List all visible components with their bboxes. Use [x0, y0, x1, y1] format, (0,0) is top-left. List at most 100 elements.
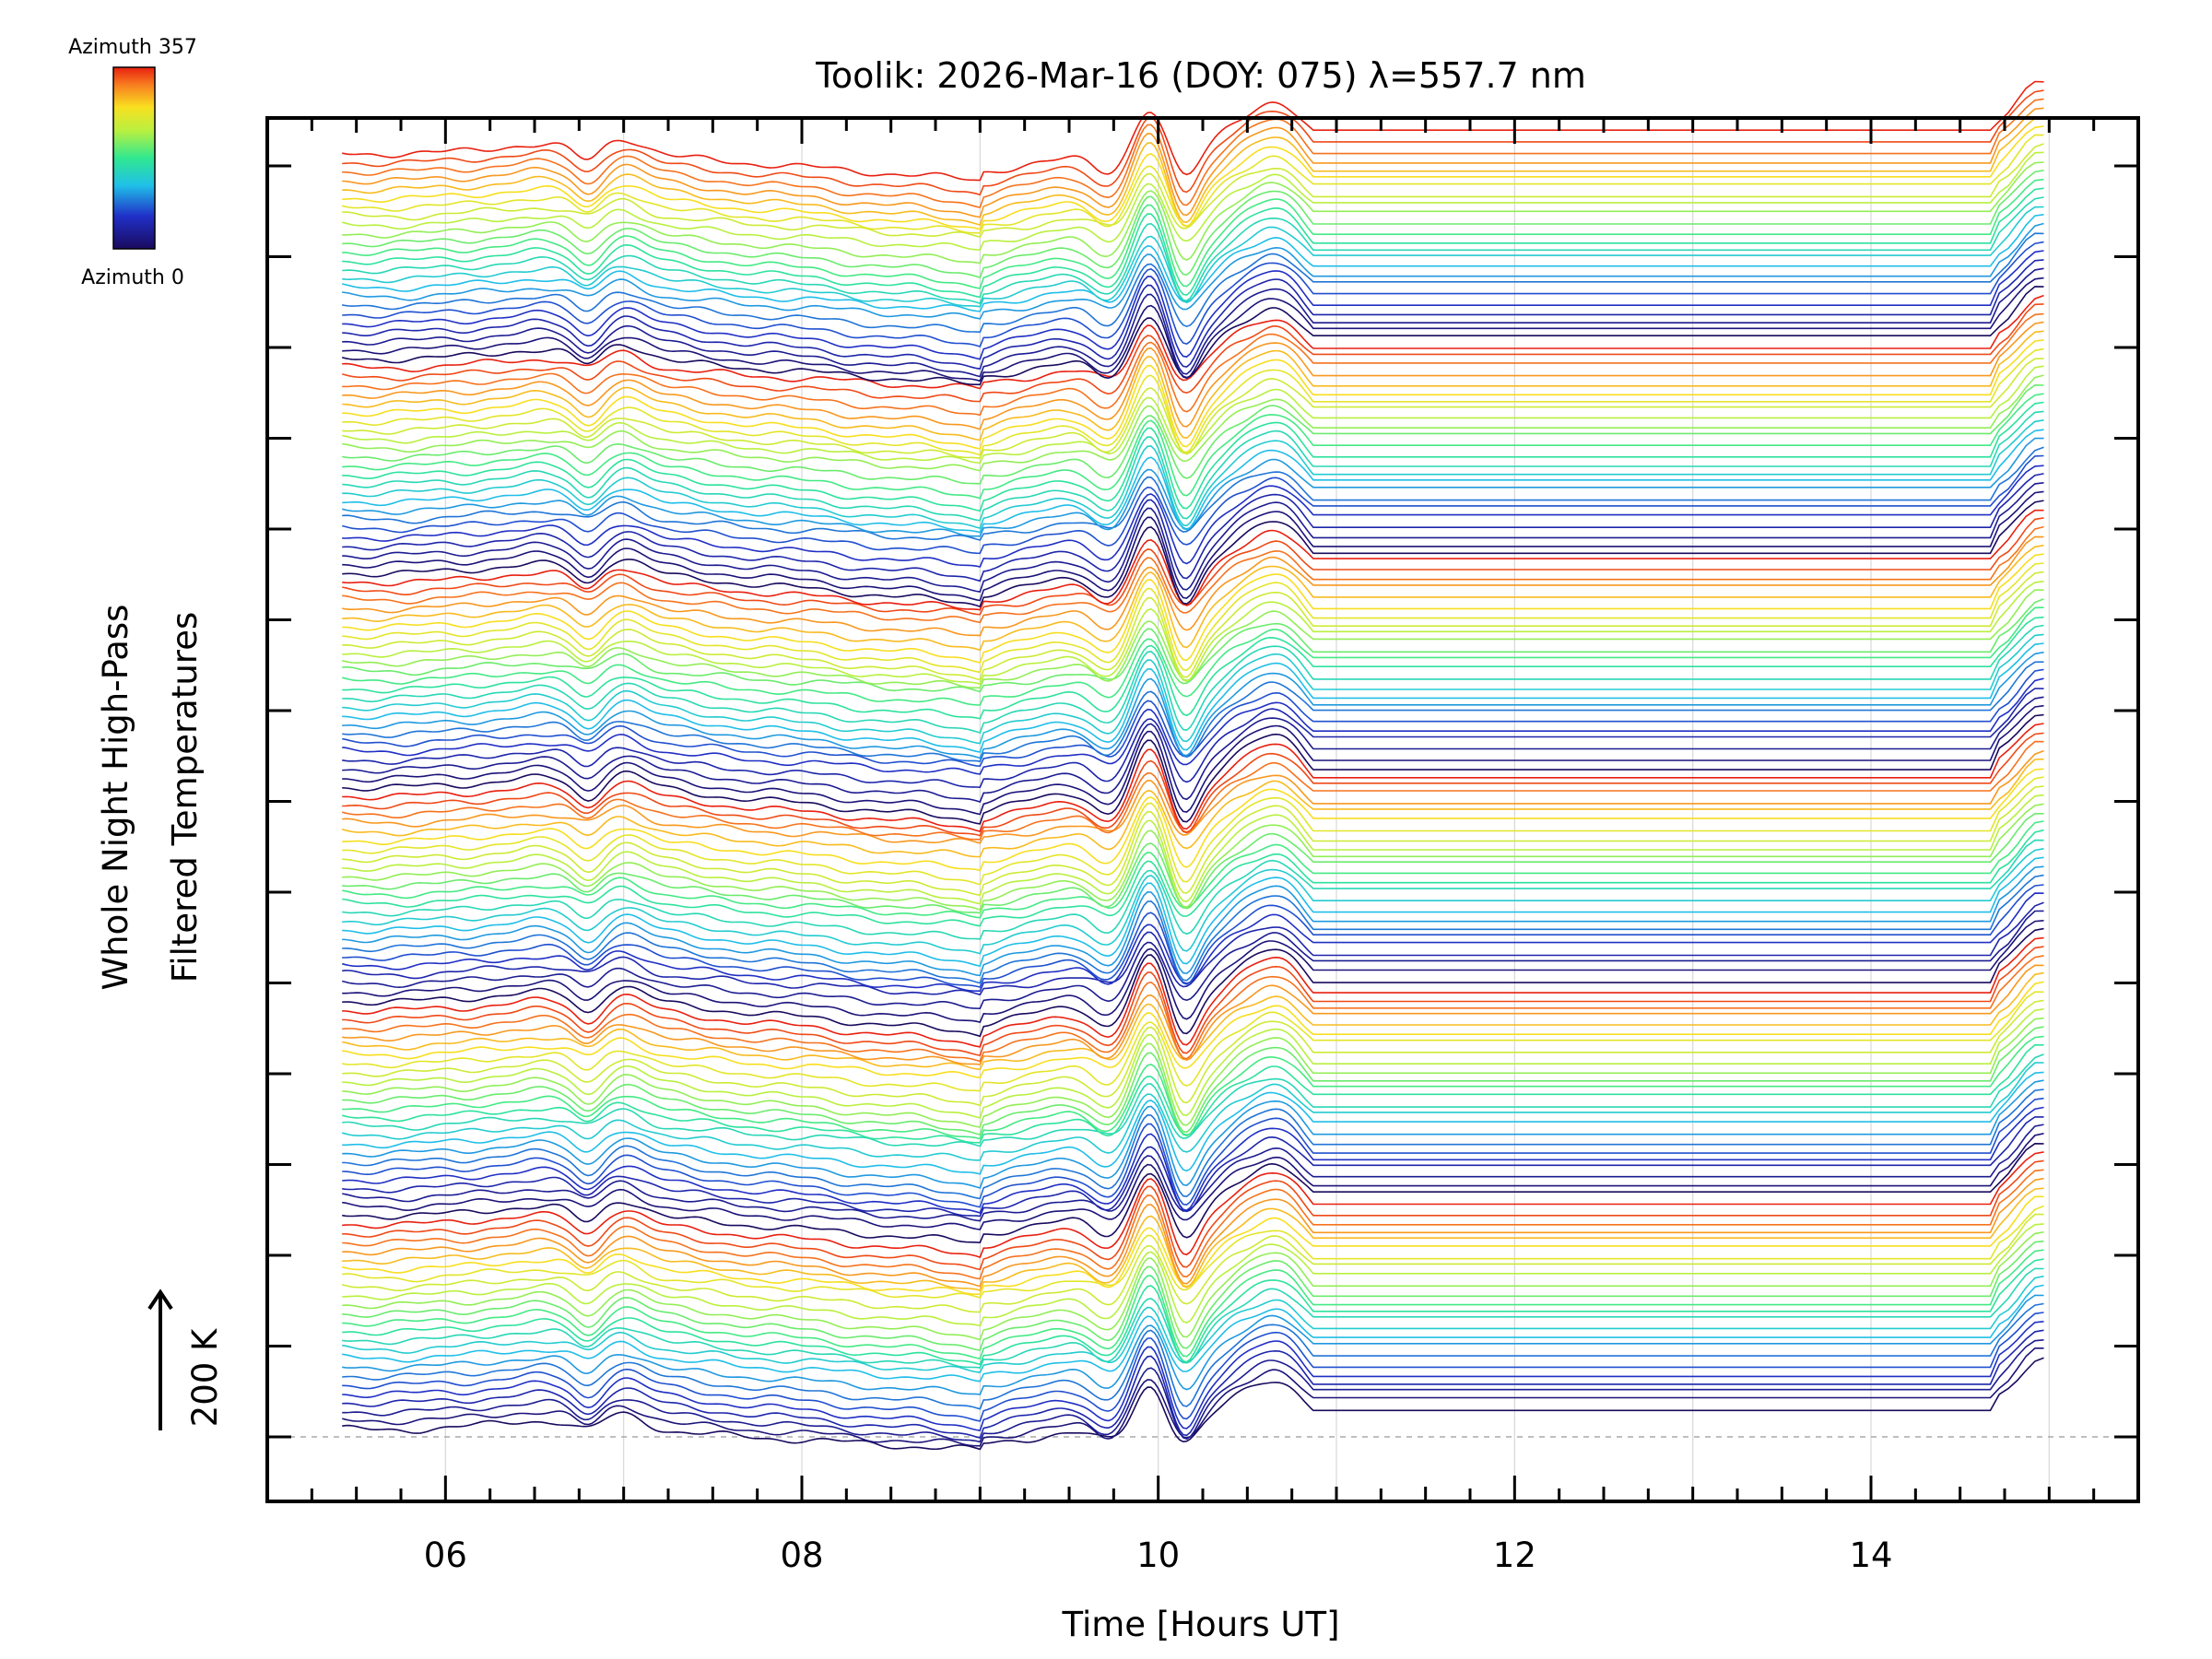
series-line-azimuth [342, 80, 2044, 182]
series-line-azimuth [342, 1339, 2044, 1443]
series-line-azimuth [342, 1017, 2044, 1128]
series-line-azimuth [342, 393, 2044, 500]
series-line-azimuth [342, 321, 2044, 430]
series-line-azimuth [342, 874, 2044, 984]
series-line-azimuth [342, 971, 2044, 1071]
series-line-azimuth [342, 134, 2044, 234]
series-line-azimuth [342, 490, 2044, 602]
series-line-azimuth [342, 661, 2044, 762]
series-line-azimuth [342, 910, 2044, 1010]
series-line-azimuth [342, 589, 2044, 689]
series-line-azimuth [342, 829, 2044, 927]
series-line-azimuth [342, 241, 2044, 347]
series-line-azimuth [342, 214, 2044, 312]
series-line-azimuth [342, 991, 2044, 1092]
series-line-azimuth [342, 115, 2044, 226]
series-line-azimuth [342, 677, 2044, 775]
series-line-azimuth [342, 232, 2044, 334]
series-line-azimuth [342, 206, 2044, 308]
series-line-azimuth [342, 465, 2044, 568]
series-line-azimuth [342, 509, 2044, 611]
series-line-azimuth [342, 1053, 2044, 1147]
series-line-azimuth [342, 999, 2044, 1107]
series-line-azimuth [342, 429, 2044, 534]
series-line-azimuth [342, 936, 2044, 1048]
series-line-azimuth [342, 1231, 2044, 1341]
series-line-azimuth [342, 1195, 2044, 1296]
series-line-azimuth [342, 482, 2044, 593]
series-line-azimuth [342, 222, 2044, 320]
series-line-azimuth [342, 732, 2044, 837]
series-line-azimuth [342, 581, 2044, 686]
series-line-azimuth [341, 1347, 2044, 1447]
series-line-azimuth [342, 330, 2044, 441]
series-line-azimuth [342, 553, 2044, 664]
series-line-azimuth [342, 419, 2044, 529]
scale-arrow [147, 1288, 173, 1430]
series-line-azimuth [342, 286, 2044, 386]
series-line-azimuth [342, 1088, 2044, 1200]
x-axis-label: Time [Hours UT] [1061, 1605, 1339, 1644]
series-line-azimuth [342, 1133, 2044, 1230]
series-line-azimuth [342, 1035, 2044, 1140]
series-line-azimuth [342, 740, 2044, 841]
colorbar-top-label: Azimuth 357 [68, 36, 197, 59]
x-tick-labels: 06 08 10 12 14 [424, 1535, 1893, 1575]
series-line-azimuth [342, 839, 2044, 940]
x-tick-label: 06 [424, 1535, 467, 1575]
series-line-azimuth [342, 1116, 2044, 1218]
series-line-azimuth [342, 1187, 2044, 1291]
series-line-azimuth [342, 170, 2044, 278]
series-line-azimuth [342, 668, 2044, 768]
series-line-azimuth [342, 1329, 2044, 1440]
series-line-azimuth [342, 312, 2044, 417]
y-axis-label-line1: Whole Night High-Pass [96, 605, 135, 991]
series-line-azimuth [342, 820, 2044, 919]
series-line-azimuth [342, 1151, 2044, 1259]
series-line-azimuth [342, 1079, 2044, 1189]
series-line-azimuth [341, 758, 2044, 858]
series-line-azimuth [342, 178, 2044, 289]
series-line-azimuth [342, 125, 2044, 230]
axis-ticks [265, 118, 2140, 1501]
colorbar-bottom-label: Azimuth 0 [81, 266, 184, 289]
series-line-azimuth [342, 89, 2044, 196]
series-line-azimuth [342, 633, 2044, 745]
series-line-azimuth [342, 598, 2044, 693]
series-line-azimuth [342, 794, 2044, 905]
colorbar: Azimuth 357 Azimuth 0 [68, 36, 197, 289]
series-line-azimuth [342, 856, 2044, 968]
series-line-azimuth [342, 339, 2044, 450]
series-line-azimuth [342, 571, 2044, 681]
x-tick-label: 10 [1136, 1535, 1180, 1575]
series-line-azimuth [342, 688, 2044, 789]
series-line-azimuth [342, 901, 2044, 996]
series-line-azimuth [342, 187, 2044, 299]
series-line-azimuth [342, 267, 2044, 378]
series-line-azimuth [342, 606, 2044, 706]
series-line-azimuth [342, 161, 2044, 265]
colorbar-gradient [112, 66, 156, 250]
series-line-azimuth [342, 401, 2044, 512]
series-line-azimuth [342, 365, 2044, 465]
series-line-azimuth [342, 696, 2044, 803]
series-line-azimuth [342, 768, 2044, 872]
series-line-azimuth [342, 946, 2044, 1057]
series-line-azimuth [342, 785, 2044, 897]
series-line-azimuth [342, 723, 2044, 832]
series-line-azimuth [342, 1205, 2044, 1299]
x-tick-label: 12 [1493, 1535, 1536, 1575]
series-line-azimuth [342, 813, 2044, 914]
series-line-azimuth [342, 1284, 2044, 1382]
series-line-azimuth [342, 1267, 2044, 1369]
x-tick-label: 08 [780, 1535, 823, 1575]
series-line-azimuth [342, 259, 2044, 371]
series-line-azimuth [342, 803, 2044, 911]
series-line-azimuth [342, 1043, 2044, 1144]
series-line-azimuth [342, 1097, 2044, 1208]
series-line-azimuth [342, 749, 2044, 844]
series-line-azimuth [342, 776, 2044, 886]
series-line-azimuth [342, 1026, 2044, 1136]
series-line-azimuth [342, 1142, 2044, 1244]
